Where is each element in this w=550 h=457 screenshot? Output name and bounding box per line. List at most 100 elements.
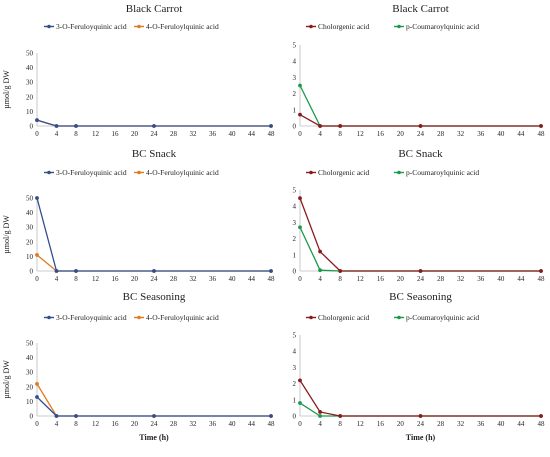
x-tick-label: 12	[92, 275, 100, 283]
x-tick-label: 40	[497, 420, 505, 428]
data-point	[298, 83, 302, 88]
y-tick-label: 20	[26, 238, 34, 246]
data-point	[418, 269, 423, 273]
x-tick-label: 28	[170, 420, 178, 428]
data-point	[298, 112, 302, 117]
legend-label: p-Coumaroylquinic acid	[406, 168, 479, 177]
x-tick-label: 44	[517, 275, 525, 283]
data-point	[269, 414, 273, 418]
x-tick-label: 4	[318, 420, 322, 428]
x-tick-label: 28	[170, 130, 178, 138]
data-point	[54, 124, 59, 128]
chart-title: BC Seasoning	[123, 291, 186, 303]
x-tick-label: 0	[35, 130, 39, 138]
series-line-2	[299, 85, 541, 127]
x-tick-label: 8	[74, 420, 78, 428]
legend-label: Cholorgenic acid	[318, 313, 370, 322]
x-tick-label: 16	[377, 130, 385, 138]
x-tick-label: 48	[538, 130, 546, 138]
legend-label: p-Coumaroylquinic acid	[406, 22, 479, 31]
legend-label: p-Coumaroylquinic acid	[406, 313, 479, 322]
legend-item: 3-O-Feruloyquinic acid	[44, 22, 127, 31]
y-tick-label: 0	[293, 268, 297, 276]
legend-label: Cholorgenic acid	[318, 168, 370, 177]
x-tick-label: 12	[92, 420, 100, 428]
y-tick-label: 50	[26, 195, 34, 203]
y-tick-label: 50	[26, 50, 34, 58]
legend-swatch-marker	[47, 315, 51, 320]
y-tick-label: 5	[293, 42, 297, 50]
legend-item: p-Coumaroylquinic acid	[394, 22, 479, 31]
data-point	[539, 414, 543, 418]
y-tick-label: 3	[293, 364, 297, 372]
data-point	[74, 124, 78, 128]
y-tick-label: 5	[293, 187, 297, 195]
y-axis-label: µmol/g DW	[2, 215, 11, 254]
legend-swatch-marker	[137, 24, 141, 29]
series-line-2	[36, 254, 271, 272]
legend-item: 4-O-Feruloylquinic acid	[134, 22, 219, 31]
x-tick-label: 48	[538, 275, 546, 283]
data-point	[35, 253, 39, 257]
x-tick-label: 44	[248, 420, 256, 428]
data-point	[338, 269, 343, 273]
x-tick-label: 40	[497, 275, 505, 283]
x-tick-label: 48	[268, 275, 276, 283]
x-tick-label: 8	[338, 130, 342, 138]
x-tick-label: 36	[209, 275, 217, 283]
chart-title: BC Seasoning	[389, 291, 452, 303]
x-tick-label: 40	[229, 420, 237, 428]
x-tick-label: 0	[35, 420, 39, 428]
legend-swatch-marker	[397, 170, 401, 175]
data-point	[418, 414, 423, 418]
y-tick-label: 30	[26, 79, 34, 87]
x-tick-label: 24	[417, 130, 425, 138]
legend-swatch-marker	[309, 170, 313, 175]
y-tick-label: 0	[30, 268, 34, 276]
data-point	[318, 268, 322, 273]
data-point	[318, 410, 322, 414]
x-tick-label: 24	[417, 420, 425, 428]
x-tick-label: 16	[112, 130, 120, 138]
legend-item: 3-O-Feruloyquinic acid	[44, 168, 127, 177]
y-tick-label: 10	[26, 253, 34, 261]
data-point	[54, 414, 59, 418]
x-tick-label: 20	[397, 275, 405, 283]
x-tick-label: 48	[538, 420, 546, 428]
y-tick-label: 0	[293, 413, 297, 421]
x-axis-label: Time (h)	[406, 433, 436, 442]
x-tick-label: 12	[357, 275, 365, 283]
legend-label: 4-O-Feruloylquinic acid	[146, 168, 219, 177]
series-line-1	[299, 197, 541, 272]
y-tick-label: 40	[26, 209, 34, 217]
x-tick-label: 32	[190, 275, 198, 283]
legend-swatch-marker	[47, 170, 51, 175]
x-tick-label: 16	[112, 420, 120, 428]
legend-swatch-marker	[397, 315, 401, 320]
x-tick-label: 32	[190, 420, 198, 428]
x-tick-label: 32	[457, 130, 465, 138]
y-tick-label: 0	[293, 123, 297, 131]
data-point	[298, 378, 302, 383]
data-point	[74, 414, 78, 418]
data-point	[338, 124, 343, 128]
x-tick-label: 16	[377, 420, 385, 428]
y-tick-label: 3	[293, 74, 297, 82]
y-tick-label: 4	[293, 203, 297, 211]
series-line-2	[299, 226, 541, 272]
chart-title: Black Carrot	[126, 3, 183, 15]
legend-swatch-marker	[309, 24, 313, 29]
series-line-2	[299, 402, 541, 417]
data-point	[298, 225, 302, 230]
series-line-1	[299, 380, 541, 417]
x-tick-label: 8	[74, 275, 78, 283]
data-point	[338, 414, 343, 418]
data-point	[152, 269, 156, 273]
y-tick-label: 1	[293, 396, 297, 404]
x-tick-label: 8	[338, 420, 342, 428]
x-tick-label: 4	[318, 275, 322, 283]
legend-item: p-Coumaroylquinic acid	[394, 313, 479, 322]
legend-swatch-marker	[309, 315, 313, 320]
